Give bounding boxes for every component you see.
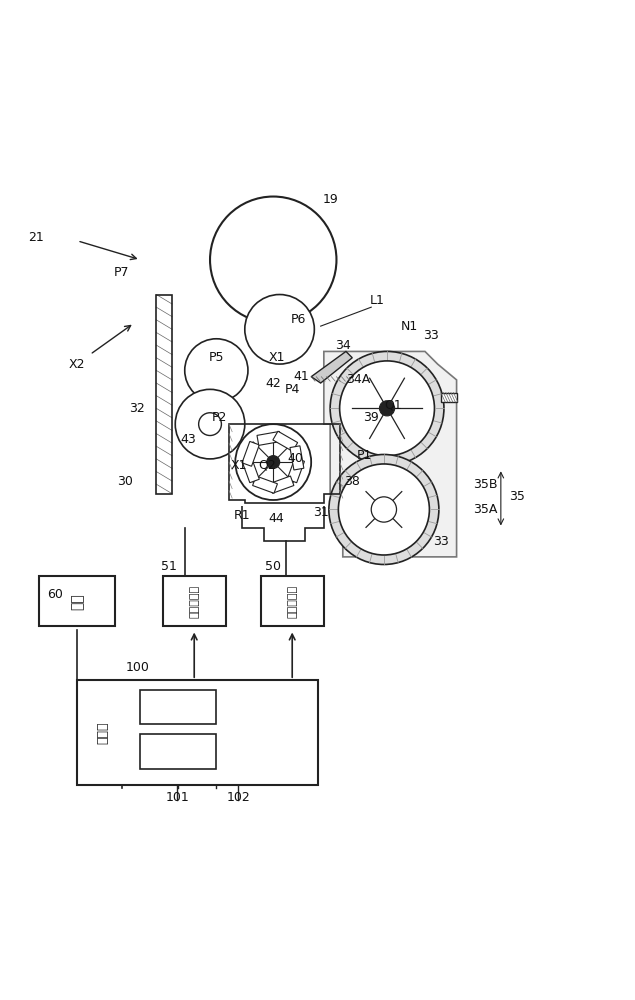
Circle shape <box>380 401 394 416</box>
Text: L1: L1 <box>370 294 385 307</box>
Text: 驱动控制部: 驱动控制部 <box>173 692 184 723</box>
Text: 控制部: 控制部 <box>96 721 109 744</box>
Circle shape <box>245 295 314 364</box>
Text: P1: P1 <box>358 449 373 462</box>
Text: 39: 39 <box>363 411 379 424</box>
Text: 42: 42 <box>265 377 281 390</box>
Text: Q2: Q2 <box>258 459 276 472</box>
Text: 100: 100 <box>125 661 149 674</box>
Text: X2: X2 <box>69 358 86 371</box>
Circle shape <box>175 389 245 459</box>
Bar <box>77 680 318 784</box>
Text: 101: 101 <box>165 791 189 804</box>
Text: R1: R1 <box>233 509 250 522</box>
Circle shape <box>185 339 248 402</box>
Circle shape <box>340 361 434 456</box>
Text: P6: P6 <box>291 313 306 326</box>
Text: P4: P4 <box>284 383 300 396</box>
Circle shape <box>267 456 279 468</box>
Polygon shape <box>311 351 352 383</box>
Text: 21: 21 <box>29 231 44 244</box>
Text: 34: 34 <box>335 339 351 352</box>
Text: 33: 33 <box>433 535 449 548</box>
Bar <box>290 446 304 470</box>
Text: 33: 33 <box>424 329 439 342</box>
Text: Q1: Q1 <box>384 399 402 412</box>
Text: 19: 19 <box>323 193 338 206</box>
Text: 34A: 34A <box>347 373 371 386</box>
Text: 43: 43 <box>180 433 196 446</box>
Text: 第一施加部: 第一施加部 <box>287 585 297 618</box>
Text: 60: 60 <box>47 588 63 601</box>
Text: 32: 32 <box>130 402 145 415</box>
Circle shape <box>329 454 439 564</box>
Bar <box>156 295 172 494</box>
Circle shape <box>199 413 222 436</box>
Text: 102: 102 <box>227 791 250 804</box>
Text: 35: 35 <box>509 490 525 503</box>
Text: 31: 31 <box>313 506 328 519</box>
Bar <box>242 458 259 483</box>
Bar <box>441 393 457 402</box>
Text: N1: N1 <box>401 320 418 333</box>
Text: X1: X1 <box>231 459 247 472</box>
Text: X1: X1 <box>268 351 284 364</box>
Bar <box>253 476 277 493</box>
Circle shape <box>236 424 311 500</box>
Text: 30: 30 <box>117 475 133 488</box>
Text: 44: 44 <box>269 512 284 525</box>
Bar <box>140 734 217 769</box>
Bar <box>242 441 259 466</box>
Text: P7: P7 <box>114 266 130 279</box>
Text: P2: P2 <box>212 411 227 424</box>
Bar <box>163 576 226 626</box>
Text: 层厚控制部: 层厚控制部 <box>173 736 184 767</box>
Bar <box>273 431 298 451</box>
Polygon shape <box>324 351 457 557</box>
Text: 40: 40 <box>288 452 304 465</box>
Circle shape <box>338 464 429 555</box>
Text: 35B: 35B <box>473 478 497 491</box>
Circle shape <box>210 197 337 323</box>
Bar <box>269 476 294 493</box>
Circle shape <box>330 351 444 465</box>
Text: 38: 38 <box>344 475 360 488</box>
Bar <box>287 458 304 483</box>
Text: 35A: 35A <box>473 503 497 516</box>
Bar <box>140 690 217 724</box>
Bar <box>257 431 281 445</box>
Text: 41: 41 <box>294 370 310 383</box>
Circle shape <box>371 497 396 522</box>
Text: 第二施加部: 第二施加部 <box>189 585 199 618</box>
Bar <box>39 576 115 626</box>
Text: P5: P5 <box>208 351 224 364</box>
Text: 51: 51 <box>161 560 177 573</box>
Text: 马达: 马达 <box>70 593 84 610</box>
Text: 50: 50 <box>265 560 281 573</box>
Bar <box>260 576 324 626</box>
